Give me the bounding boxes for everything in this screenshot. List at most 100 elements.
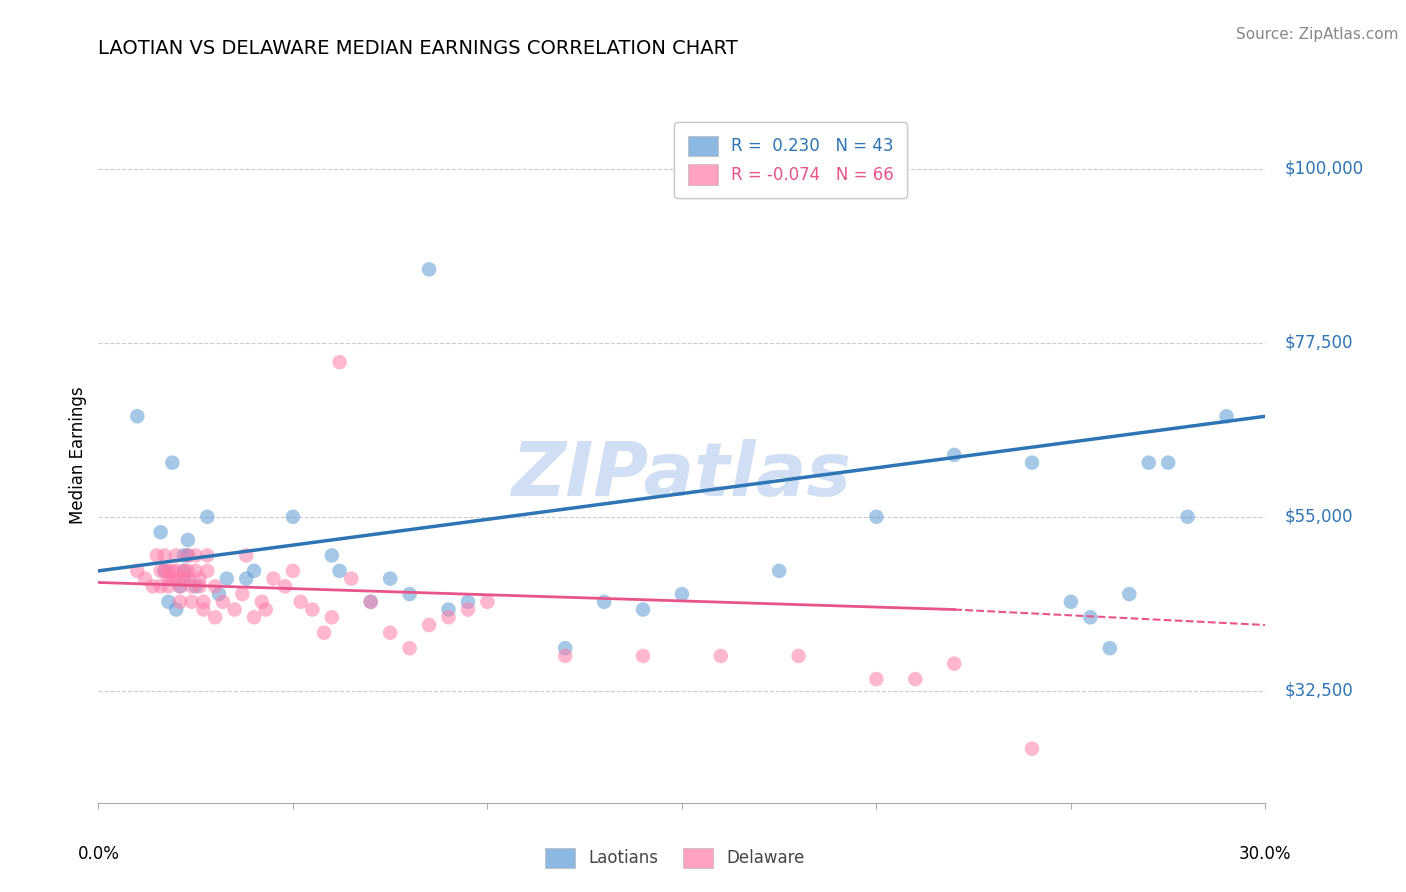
Point (943, 448, 966, 462)
Point (360, 595, 382, 609)
Point (153, 549, 176, 563)
Point (204, 579, 226, 593)
Text: $55,000: $55,000 (1285, 508, 1354, 525)
Point (250, 595, 273, 609)
Text: $100,000: $100,000 (1285, 160, 1364, 178)
Point (180, 595, 202, 609)
Point (177, 549, 200, 563)
Point (301, 602, 323, 616)
Point (173, 564, 195, 578)
Point (1021, 741, 1043, 756)
Legend: Laotians, Delaware: Laotians, Delaware (538, 841, 811, 875)
Point (146, 549, 169, 563)
Point (212, 595, 235, 609)
Point (157, 595, 180, 609)
Point (157, 572, 180, 586)
Point (235, 549, 257, 563)
Point (554, 648, 576, 663)
Point (177, 564, 200, 578)
Point (329, 355, 352, 369)
Point (865, 509, 887, 524)
Point (162, 564, 184, 578)
Point (169, 595, 191, 609)
Point (134, 572, 156, 586)
Point (153, 564, 176, 578)
Point (360, 595, 382, 609)
Point (340, 572, 363, 586)
Point (904, 672, 927, 686)
Point (710, 648, 733, 663)
Point (162, 572, 184, 586)
Point (274, 579, 297, 593)
Text: 0.0%: 0.0% (77, 846, 120, 863)
Point (787, 648, 810, 663)
Point (631, 648, 654, 663)
Point (254, 602, 277, 616)
Point (554, 641, 576, 656)
Point (204, 610, 226, 624)
Point (437, 602, 460, 616)
Point (378, 625, 402, 640)
Point (631, 602, 654, 616)
Point (231, 587, 253, 601)
Text: Source: ZipAtlas.com: Source: ZipAtlas.com (1236, 27, 1399, 42)
Point (329, 564, 352, 578)
Point (378, 572, 402, 586)
Point (165, 602, 187, 616)
Point (235, 572, 257, 586)
Point (169, 579, 191, 593)
Point (188, 579, 211, 593)
Point (1080, 610, 1102, 624)
Point (165, 549, 187, 563)
Point (153, 564, 176, 578)
Point (188, 572, 211, 586)
Point (281, 564, 304, 578)
Point (1137, 456, 1160, 470)
Point (180, 579, 202, 593)
Point (127, 564, 149, 578)
Point (193, 595, 215, 609)
Point (195, 564, 218, 578)
Point (1215, 409, 1237, 424)
Point (398, 641, 420, 656)
Legend: R =  0.230   N = 43, R = -0.074   N = 66: R = 0.230 N = 43, R = -0.074 N = 66 (675, 122, 907, 198)
Text: $77,500: $77,500 (1285, 334, 1354, 351)
Point (169, 579, 191, 593)
Point (243, 610, 266, 624)
Point (142, 579, 165, 593)
Point (157, 579, 180, 593)
Point (173, 572, 195, 586)
Point (262, 572, 284, 586)
Point (224, 602, 246, 616)
Point (149, 525, 172, 540)
Point (195, 509, 218, 524)
Point (943, 657, 966, 671)
Point (290, 595, 312, 609)
Point (593, 595, 616, 609)
Y-axis label: Median Earnings: Median Earnings (69, 386, 87, 524)
Point (398, 587, 420, 601)
Point (1177, 509, 1199, 524)
Point (1021, 456, 1043, 470)
Point (1098, 641, 1121, 656)
Point (184, 564, 207, 578)
Point (418, 262, 440, 277)
Text: ZIPatlas: ZIPatlas (512, 439, 852, 512)
Point (321, 549, 343, 563)
Point (768, 564, 790, 578)
Point (193, 602, 215, 616)
Point (149, 579, 172, 593)
Point (177, 572, 200, 586)
Point (1157, 456, 1180, 470)
Point (321, 610, 343, 624)
Point (1118, 587, 1140, 601)
Point (165, 572, 187, 586)
Point (477, 595, 499, 609)
Text: $32,500: $32,500 (1285, 681, 1354, 699)
Point (281, 509, 304, 524)
Point (195, 549, 218, 563)
Point (184, 579, 207, 593)
Point (162, 456, 184, 470)
Point (312, 625, 335, 640)
Point (671, 587, 693, 601)
